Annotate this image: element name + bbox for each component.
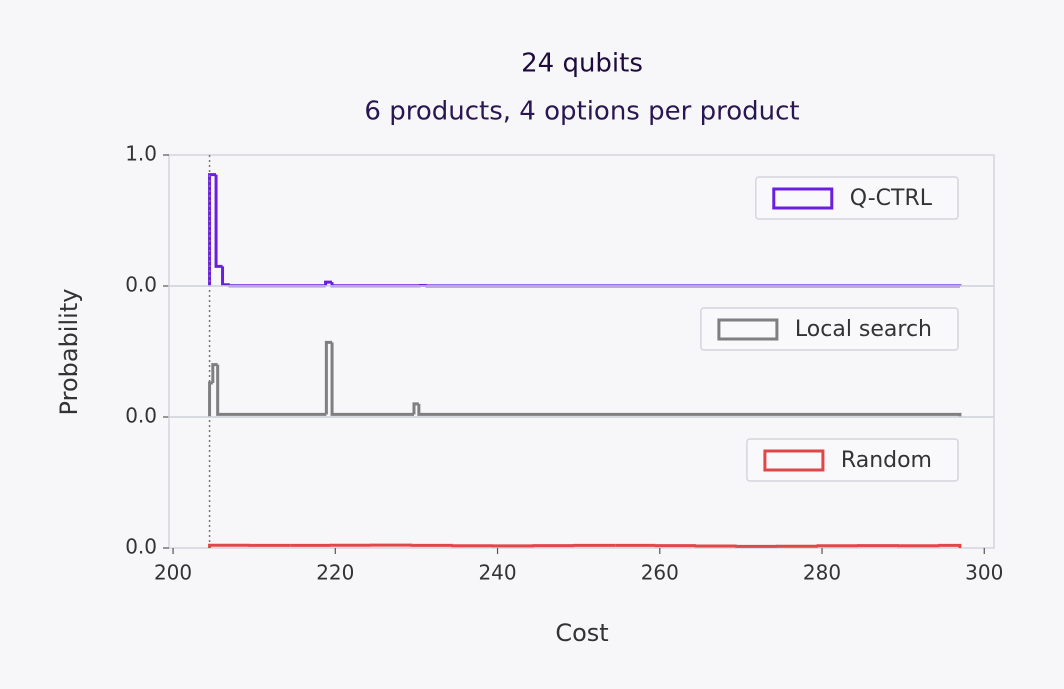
x-tick-label: 300: [965, 561, 1003, 585]
x-tick-label: 220: [316, 561, 354, 585]
legend-swatch: [717, 318, 779, 341]
y-tick-label: 0.0: [125, 273, 157, 297]
histogram-step: [208, 543, 251, 548]
histogram-step: [216, 364, 327, 416]
histogram-step: [214, 174, 223, 268]
histogram-step: [938, 543, 962, 548]
histogram-step: [330, 342, 414, 416]
histogram-step: [816, 544, 859, 548]
legend-label: Q-CTRL: [850, 186, 933, 211]
x-tick-label: 260: [641, 561, 679, 585]
histogram-step: [211, 363, 218, 383]
legend-label: Local search: [795, 317, 932, 342]
histogram-step: [417, 403, 962, 417]
chart-subtitle: 6 products, 4 options per product: [364, 97, 799, 127]
histogram-step: [324, 280, 333, 286]
histogram-step: [412, 402, 419, 415]
y-tick-label: 1.0: [125, 142, 157, 166]
legend-label: Random: [841, 448, 932, 473]
y-tick-label: 0.0: [125, 404, 157, 428]
legend-swatch: [772, 187, 834, 210]
y-axis-label: Probability: [55, 289, 83, 416]
histogram-step: [324, 340, 333, 415]
x-axis-label: Cost: [555, 619, 608, 647]
histogram-step: [208, 173, 217, 286]
histogram-step: [221, 266, 230, 287]
legend-swatch: [763, 449, 825, 472]
x-tick-label: 200: [154, 561, 192, 585]
panel-frame: [168, 416, 995, 549]
chart-title: 24 qubits: [521, 49, 643, 79]
x-tick-label: 280: [803, 561, 841, 585]
x-tick-label: 240: [478, 561, 516, 585]
y-tick-label: 0.0: [125, 535, 157, 559]
